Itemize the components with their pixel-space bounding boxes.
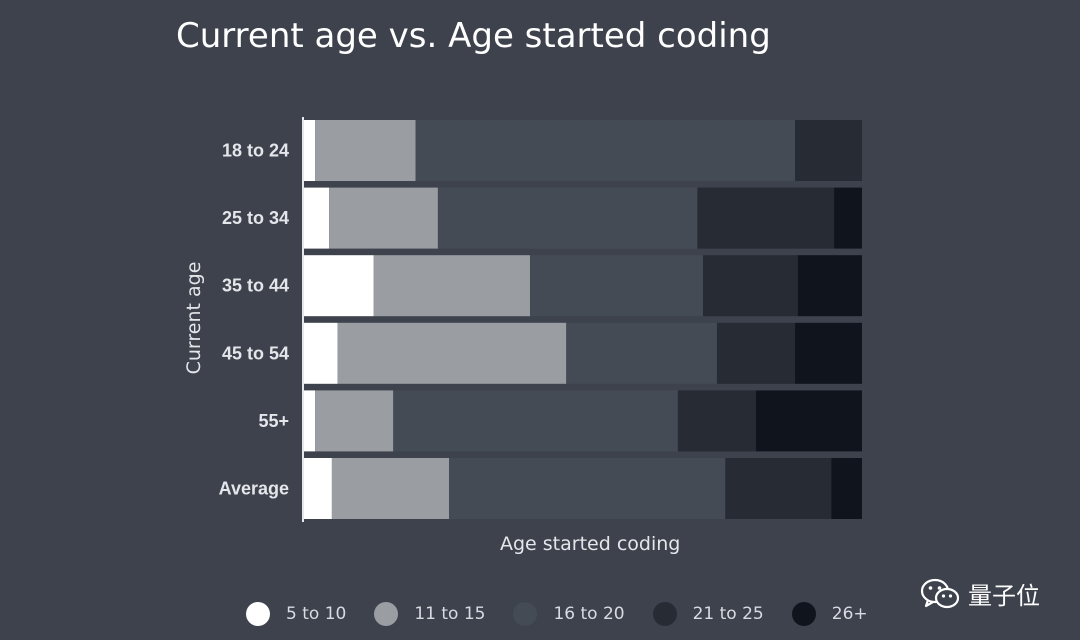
bar-segment (795, 322, 862, 384)
bar-segment (304, 390, 316, 452)
legend-item: 26+ (791, 602, 868, 626)
bar-segment (834, 187, 862, 249)
legend-item: 11 to 15 (374, 602, 485, 626)
bar-segment (393, 390, 678, 452)
bar-segment (304, 255, 374, 317)
legend-item: 21 to 25 (652, 602, 764, 626)
y-tick-label: Average (219, 479, 289, 499)
bar-segment (315, 390, 394, 452)
bar-segment (725, 458, 832, 519)
chart-title: Current age vs. Age started coding (176, 16, 771, 56)
bar-segment (677, 390, 756, 452)
bar-segment (755, 390, 862, 452)
bar-segment (373, 255, 530, 317)
bar-segment (329, 187, 438, 249)
legend-swatch (374, 602, 399, 626)
bar-segment (337, 322, 567, 384)
bar-segment (797, 255, 862, 317)
bar-segment (304, 458, 332, 519)
wechat-icon (920, 578, 960, 608)
bar-segment (566, 322, 717, 384)
legend-label: 5 to 10 (286, 604, 347, 624)
watermark: 量子位 (920, 576, 1040, 611)
bar-segment (437, 187, 698, 249)
bar-segment (831, 458, 862, 519)
legend-item: 16 to 20 (513, 602, 625, 626)
bar-segment (304, 322, 338, 384)
legend-swatch (652, 602, 677, 626)
y-tick-label: 55+ (258, 411, 289, 431)
legend-label: 21 to 25 (692, 604, 764, 624)
bar-segment (449, 458, 726, 519)
legend-swatch (791, 602, 816, 626)
x-axis-label: Age started coding (500, 533, 681, 555)
bar-segment (331, 458, 450, 519)
y-tick-label: 45 to 54 (222, 343, 289, 363)
bar-segment (795, 120, 862, 181)
bar-segment (716, 322, 796, 384)
legend-label: 26+ (831, 604, 868, 624)
legend: 5 to 10 11 to 15 16 to 20 21 to 25 26+ (246, 602, 896, 626)
legend-item: 5 to 10 (246, 602, 346, 626)
legend-swatch (513, 602, 538, 626)
bar-segment (315, 120, 416, 181)
bar-segment (415, 120, 796, 181)
watermark-text: 量子位 (968, 582, 1040, 610)
legend-swatch (246, 602, 270, 626)
y-tick-label: 35 to 44 (222, 276, 289, 296)
legend-label: 11 to 15 (414, 604, 486, 624)
bar-segment (304, 187, 330, 249)
bar-segment (529, 255, 703, 317)
bar-segment (697, 187, 835, 249)
y-tick-label: 25 to 34 (222, 208, 289, 228)
y-axis-label: Current age (183, 261, 205, 375)
bar-segment (702, 255, 798, 317)
y-tick-label: 18 to 24 (222, 141, 289, 161)
bar-segment (304, 120, 316, 181)
legend-label: 16 to 20 (553, 604, 625, 624)
